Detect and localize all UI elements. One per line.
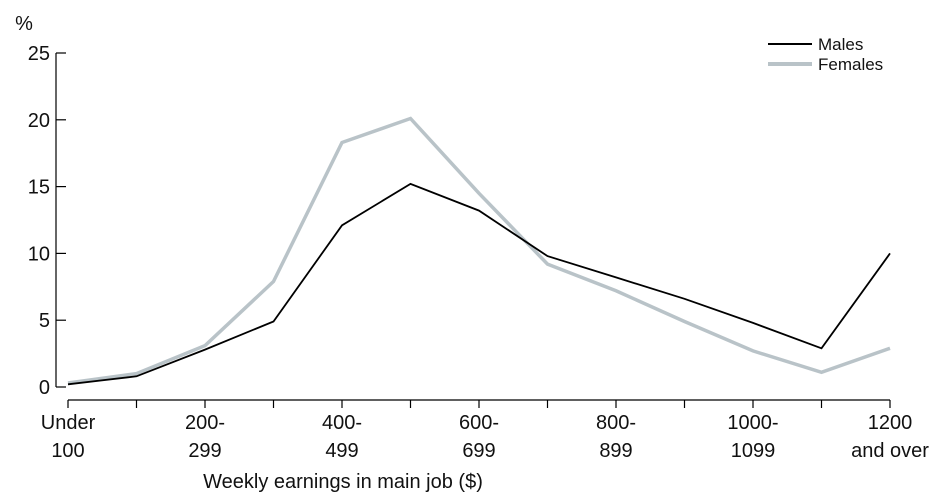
x-tick-label: and over — [851, 440, 929, 462]
x-tick-label: 1000- — [727, 412, 778, 434]
y-axis: 0 5 10 15 20 25 — [28, 43, 66, 399]
x-tick-label: 100 — [51, 440, 84, 462]
y-tick-label: 5 — [39, 310, 50, 332]
x-tick-label: 1099 — [731, 440, 776, 462]
y-axis-title: % — [15, 13, 33, 35]
x-tick-label: 600- — [459, 412, 499, 434]
x-tick-label: 400- — [322, 412, 362, 434]
y-tick-label: 0 — [39, 377, 50, 399]
y-tick-label: 15 — [28, 177, 50, 199]
y-tick-label: 25 — [28, 43, 50, 65]
series-line-males — [67, 182, 891, 386]
x-tick-label: 1200 — [868, 412, 913, 434]
plot-area — [67, 116, 891, 386]
x-tick-label: 299 — [188, 440, 221, 462]
legend-label-females: Females — [818, 55, 883, 74]
x-tick-label: 899 — [599, 440, 632, 462]
legend: Males Females — [768, 35, 883, 74]
x-tick-label: 200- — [185, 412, 225, 434]
y-tick-label: 10 — [28, 243, 50, 265]
x-axis-title: Weekly earnings in main job ($) — [203, 471, 483, 493]
x-axis: Under 100 200- 299 400- 499 600- 699 800- 899 1000… — [41, 399, 929, 462]
y-tick-label: 20 — [28, 110, 50, 132]
x-tick-label: 499 — [325, 440, 358, 462]
x-tick-label: 800- — [596, 412, 636, 434]
x-tick-label: 699 — [462, 440, 495, 462]
x-tick-label: Under — [41, 412, 96, 434]
series-line-females — [67, 116, 891, 385]
legend-label-males: Males — [818, 35, 863, 54]
